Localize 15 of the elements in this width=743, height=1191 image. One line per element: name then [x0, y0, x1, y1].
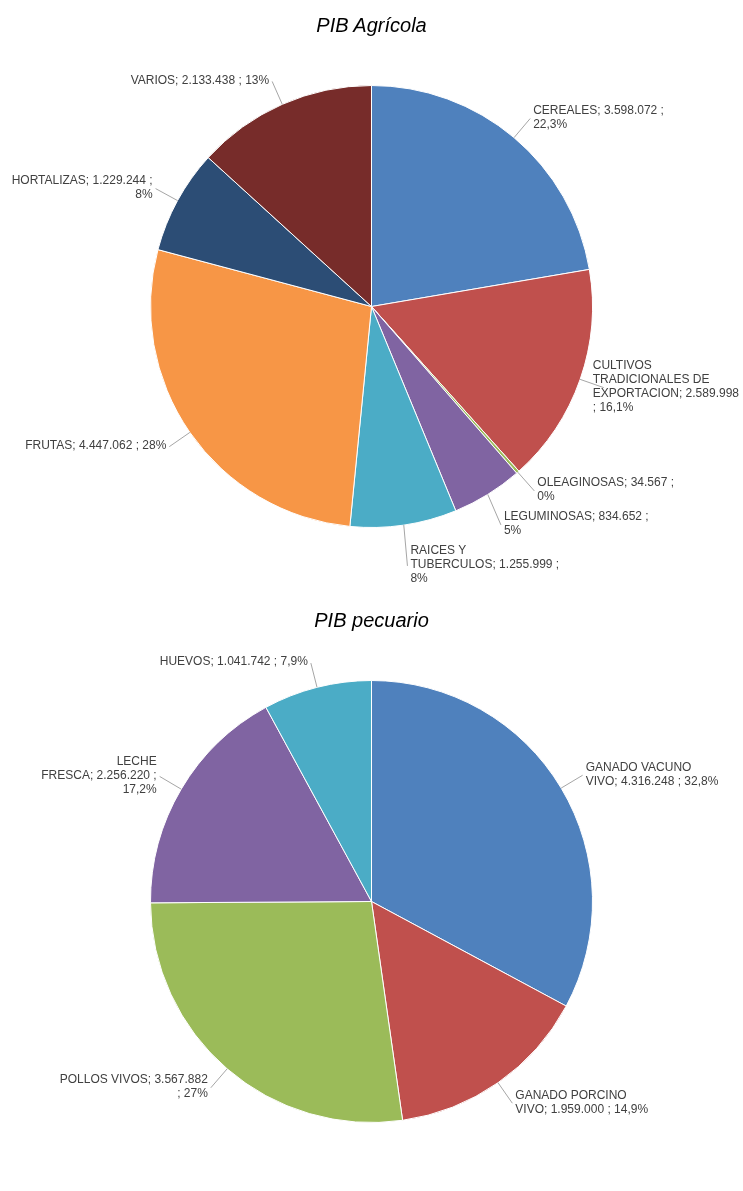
slice-label: CULTIVOS TRADICIONALES DE EXPORTACION; 2.589.998 ; 16,1% [592, 357, 740, 414]
chart-title: PIB Agrícola [316, 13, 427, 36]
slice-label: HUEVOS; 1.041.742 ; 7,9% [159, 654, 309, 669]
chart-title: PIB pecuario [314, 608, 429, 631]
slice-label: RAICES Y TUBERCULOS; 1.255.999 ; 8% [410, 543, 560, 586]
slice-label: FRUTAS; 4.447.062 ; 28% [25, 437, 167, 452]
slice-label: LECHE FRESCA; 2.256.220 ; 17,2% [41, 753, 157, 796]
slice-label: OLEAGINOSAS; 34.567 ; 0% [537, 475, 675, 504]
slice-label: CEREALES; 3.598.072 ; 22,3% [533, 102, 664, 131]
slice-label: GANADO PORCINO VIVO; 1.959.000 ; 14,9% [515, 1087, 649, 1116]
slice-label: HORTALIZAS; 1.229.244 ; 8% [11, 172, 153, 201]
slice-label: GANADO VACUNO VIVO; 4.316.248 ; 32,8% [585, 759, 719, 788]
slice-label: POLLOS VIVOS; 3.567.882 ; 27% [59, 1072, 209, 1101]
slice-label: VARIOS; 2.133.438 ; 13% [130, 72, 270, 87]
slice-label: LEGUMINOSAS; 834.652 ; 5% [503, 509, 649, 538]
